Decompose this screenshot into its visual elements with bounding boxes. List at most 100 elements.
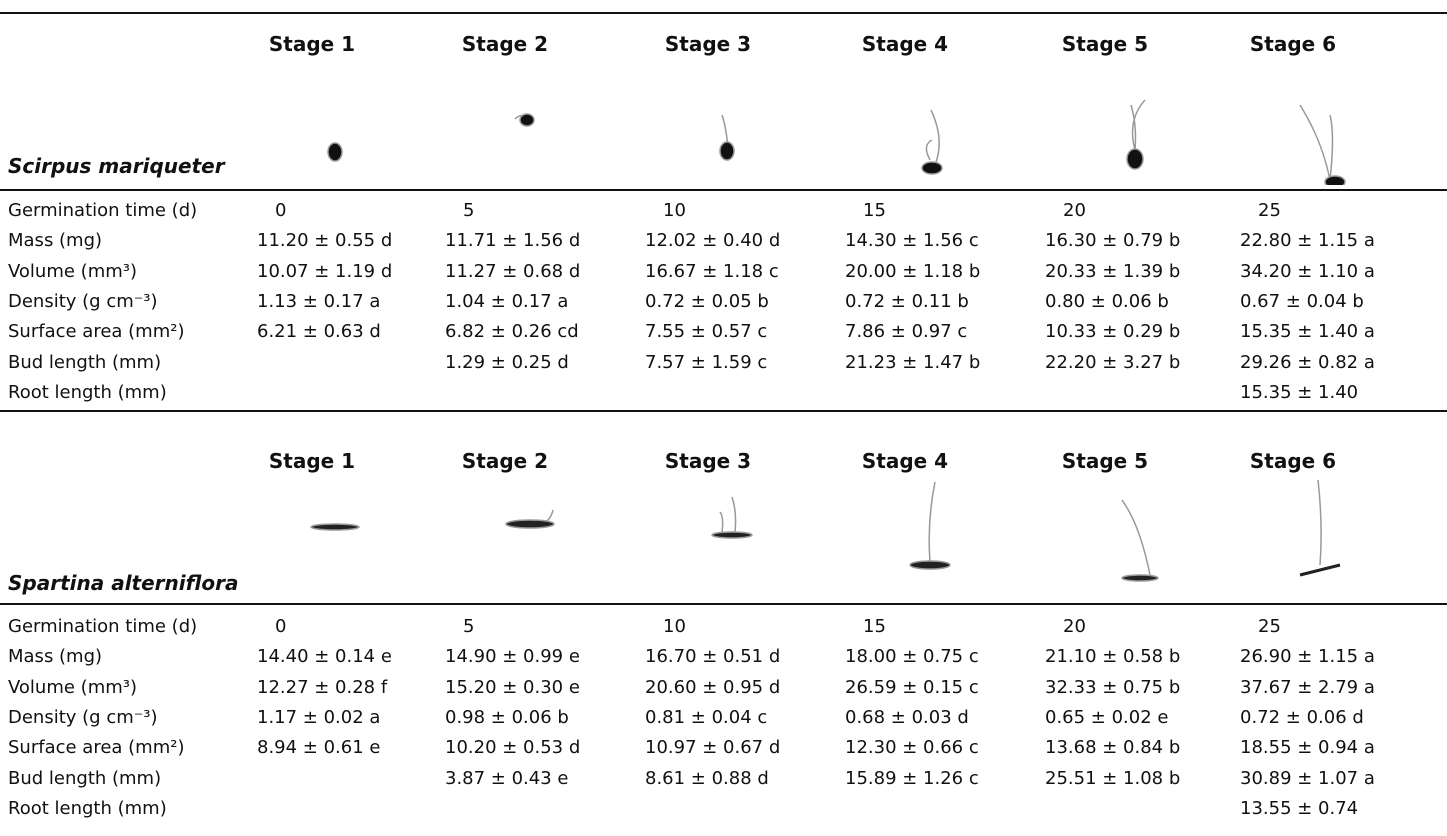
cell: 32.33 ± 0.75 b: [1045, 676, 1181, 698]
cell: 7.55 ± 0.57 c: [645, 321, 768, 343]
cell: 22.80 ± 1.15 a: [1240, 230, 1375, 252]
stage-header: Stage 3: [664, 32, 752, 56]
rule: [0, 12, 1447, 14]
cell: 12.02 ± 0.40 d: [645, 230, 781, 252]
cell: 8.94 ± 0.61 e: [257, 737, 381, 759]
cell: 1.17 ± 0.02 a: [257, 706, 381, 728]
cell: 14.30 ± 1.56 c: [845, 230, 979, 252]
rule: [0, 410, 1447, 412]
cell: 0.80 ± 0.06 b: [1045, 290, 1169, 312]
cell: 1.04 ± 0.17 a: [445, 290, 569, 312]
stage-header: Stage 4: [861, 449, 949, 473]
cell: 25: [1258, 200, 1281, 221]
row-label: Mass (mg): [8, 646, 103, 668]
cell: 16.67 ± 1.18 c: [645, 260, 779, 282]
stage-header: Stage 1: [268, 449, 356, 473]
cell: 30.89 ± 1.07 a: [1240, 767, 1375, 789]
cell: 10.20 ± 0.53 d: [445, 737, 581, 759]
row-label: Density (g cm⁻³): [8, 290, 158, 312]
stage-header: Stage 5: [1061, 32, 1149, 56]
cell: 14.40 ± 0.14 e: [257, 646, 392, 668]
row-label: Surface area (mm²): [8, 737, 185, 759]
cell: 10: [663, 200, 686, 221]
cell: 20.33 ± 1.39 b: [1045, 260, 1181, 282]
cell: 6.21 ± 0.63 d: [257, 321, 381, 343]
row-label: Root length (mm): [8, 381, 167, 403]
cell: 0: [275, 200, 287, 221]
cell: 0.72 ± 0.06 d: [1240, 706, 1364, 728]
cell: 11.27 ± 0.68 d: [445, 260, 581, 282]
cell: 10.33 ± 0.29 b: [1045, 321, 1181, 343]
stage-header: Stage 5: [1061, 449, 1149, 473]
cell: 26.90 ± 1.15 a: [1240, 646, 1375, 668]
cell: 20: [1063, 616, 1086, 637]
cell: 20.00 ± 1.18 b: [845, 260, 981, 282]
stage-header: Stage 2: [461, 449, 549, 473]
seedling-photos: [310, 479, 1341, 582]
species-name: Spartina alterniflora: [8, 571, 239, 595]
cell: 15: [863, 616, 886, 637]
row-label: Volume (mm³): [8, 260, 137, 282]
cell: 1.29 ± 0.25 d: [445, 351, 569, 373]
cell: 18.55 ± 0.94 a: [1240, 737, 1375, 759]
row-label: Germination time (d): [8, 200, 198, 221]
cell: 0: [275, 616, 287, 637]
cell: 26.59 ± 0.15 c: [845, 676, 979, 698]
cell: 0.98 ± 0.06 b: [445, 706, 569, 728]
cell: 29.26 ± 0.82 a: [1240, 351, 1375, 373]
seedling-photos: [327, 99, 1346, 185]
stage-header: Stage 6: [1249, 449, 1337, 473]
cell: 13.68 ± 0.84 b: [1045, 737, 1181, 759]
row-label: Surface area (mm²): [8, 321, 185, 343]
rule: [0, 603, 1447, 605]
cell: 5: [463, 200, 475, 221]
cell: 37.67 ± 2.79 a: [1240, 676, 1375, 698]
cell: 20: [1063, 200, 1086, 221]
rule: [0, 189, 1447, 191]
cell: 34.20 ± 1.10 a: [1240, 260, 1375, 282]
cell: 14.90 ± 0.99 e: [445, 646, 580, 668]
cell: 10: [663, 616, 686, 637]
cell: 0.81 ± 0.04 c: [645, 706, 768, 728]
cell: 0.72 ± 0.11 b: [845, 290, 969, 312]
row-label: Volume (mm³): [8, 676, 137, 698]
cell: 5: [463, 616, 475, 637]
row-label: Germination time (d): [8, 616, 198, 637]
cell: 0.67 ± 0.04 b: [1240, 290, 1364, 312]
row-label: Density (g cm⁻³): [8, 706, 158, 728]
stage-header: Stage 2: [461, 32, 549, 56]
cell: 21.23 ± 1.47 b: [845, 351, 981, 373]
cell: 15: [863, 200, 886, 221]
cell: 25.51 ± 1.08 b: [1045, 767, 1181, 789]
species-name: Scirpus mariqueter: [8, 154, 225, 178]
cell: 13.55 ± 0.74: [1240, 797, 1359, 819]
cell: 10.97 ± 0.67 d: [645, 737, 781, 759]
cell: 21.10 ± 0.58 b: [1045, 646, 1181, 668]
cell: 22.20 ± 3.27 b: [1045, 351, 1181, 373]
stage-header: Stage 6: [1249, 32, 1337, 56]
cell: 6.82 ± 0.26 cd: [445, 321, 579, 343]
cell: 12.30 ± 0.66 c: [845, 737, 979, 759]
cell: 1.13 ± 0.17 a: [257, 290, 381, 312]
cell: 11.71 ± 1.56 d: [445, 230, 581, 252]
cell: 0.68 ± 0.03 d: [845, 706, 969, 728]
row-label: Bud length (mm): [8, 767, 162, 789]
row-label: Bud length (mm): [8, 351, 162, 373]
row-label: Mass (mg): [8, 230, 103, 252]
cell: 15.35 ± 1.40: [1240, 381, 1359, 403]
cell: 0.72 ± 0.05 b: [645, 290, 769, 312]
stage-header: Stage 4: [861, 32, 949, 56]
cell: 16.30 ± 0.79 b: [1045, 230, 1181, 252]
cell: 0.65 ± 0.02 e: [1045, 706, 1169, 728]
cell: 16.70 ± 0.51 d: [645, 646, 781, 668]
cell: 20.60 ± 0.95 d: [645, 676, 781, 698]
row-label: Root length (mm): [8, 797, 167, 819]
cell: 7.57 ± 1.59 c: [645, 351, 768, 373]
stage-header: Stage 1: [268, 32, 356, 56]
cell: 8.61 ± 0.88 d: [645, 767, 769, 789]
cell: 3.87 ± 0.43 e: [445, 767, 569, 789]
cell: 15.35 ± 1.40 a: [1240, 321, 1375, 343]
cell: 7.86 ± 0.97 c: [845, 321, 968, 343]
cell: 25: [1258, 616, 1281, 637]
